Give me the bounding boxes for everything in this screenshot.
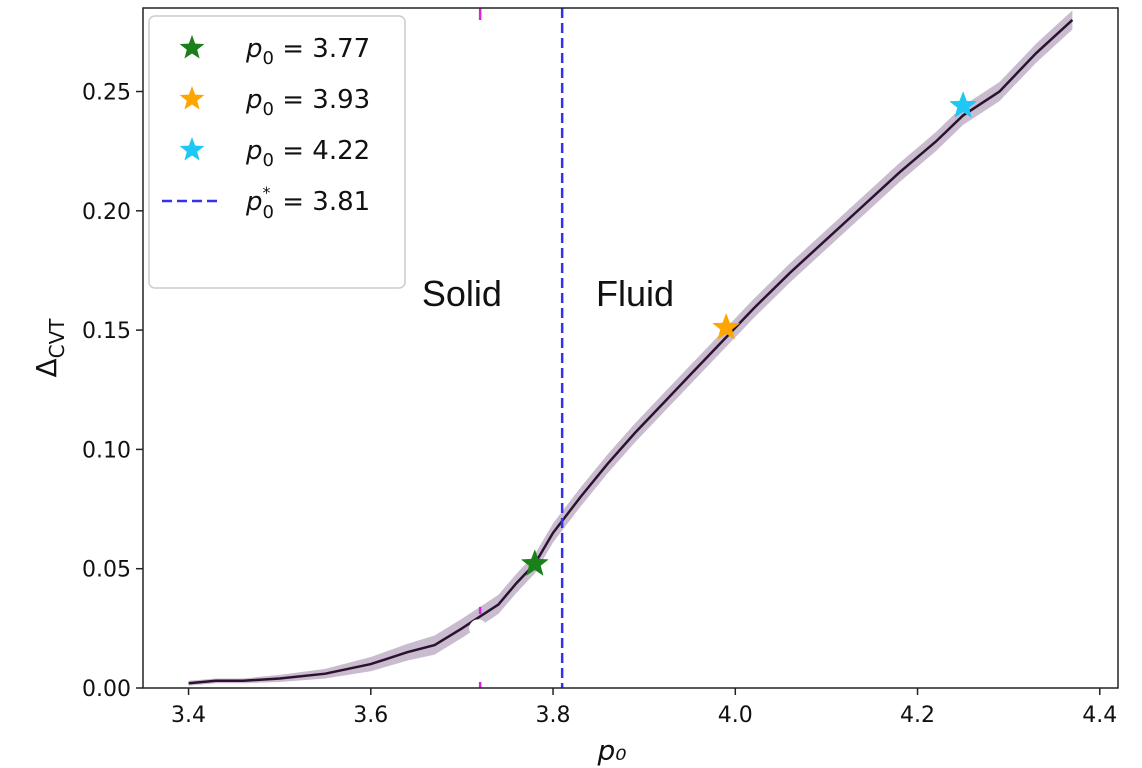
star-marker-0 <box>520 549 549 576</box>
legend-box <box>148 15 406 289</box>
y-tick-label-4: 0.20 <box>82 200 131 225</box>
x-tick-label-4: 4.2 <box>900 703 935 728</box>
legend-label-3: p* 0 = 3.81 <box>245 183 370 223</box>
star-marker-1 <box>712 312 741 340</box>
y-tick-label-2: 0.10 <box>82 438 131 463</box>
y-axis-label: ΔCVT <box>30 318 69 378</box>
plot-frame <box>142 7 1119 689</box>
region-annotations: Solid Fluid <box>422 273 674 314</box>
legend-star-2 <box>179 137 205 161</box>
series-line-0 <box>188 18 1074 685</box>
annotation-solid: Solid <box>422 273 502 314</box>
curve-gap-dot <box>469 619 488 638</box>
x-axis-label: p₀ <box>597 734 627 767</box>
y-tick-label-0: 0.00 <box>82 677 131 702</box>
y-tick-label-5: 0.25 <box>82 81 131 106</box>
legend-label-1: p0 = 3.93 <box>245 85 370 120</box>
x-tick-label-3: 4.0 <box>718 703 753 728</box>
series-lines <box>188 18 1074 685</box>
magenta-marker <box>469 8 488 688</box>
x-tick-label-5: 4.4 <box>1082 703 1117 728</box>
y-tick-label-3: 0.15 <box>82 319 131 344</box>
star-marker-2 <box>949 91 978 118</box>
legend-entries: p0 = 3.77 p0 = 3.93 p0 = 4.22 p* 0 = 3.81 <box>162 34 370 223</box>
y-axis-ticks: 0.00 0.05 0.10 0.15 0.20 0.25 <box>82 81 143 702</box>
legend-star-0 <box>179 35 205 59</box>
legend-star-1 <box>179 86 205 110</box>
star-markers <box>520 91 978 576</box>
y-tick-label-1: 0.05 <box>82 558 131 583</box>
legend-label-2: p0 = 4.22 <box>245 136 370 171</box>
legend-label-0: p0 = 3.77 <box>245 34 370 69</box>
x-tick-label-0: 3.4 <box>171 703 206 728</box>
annotation-fluid: Fluid <box>596 273 674 314</box>
x-tick-label-1: 3.6 <box>353 703 388 728</box>
x-axis-ticks: 3.4 3.6 3.8 4.0 4.2 4.4 <box>171 688 1117 728</box>
x-tick-label-2: 3.8 <box>536 703 571 728</box>
legend: p0 = 3.77 p0 = 3.93 p0 = 4.22 p* 0 = 3.81 <box>148 15 406 289</box>
